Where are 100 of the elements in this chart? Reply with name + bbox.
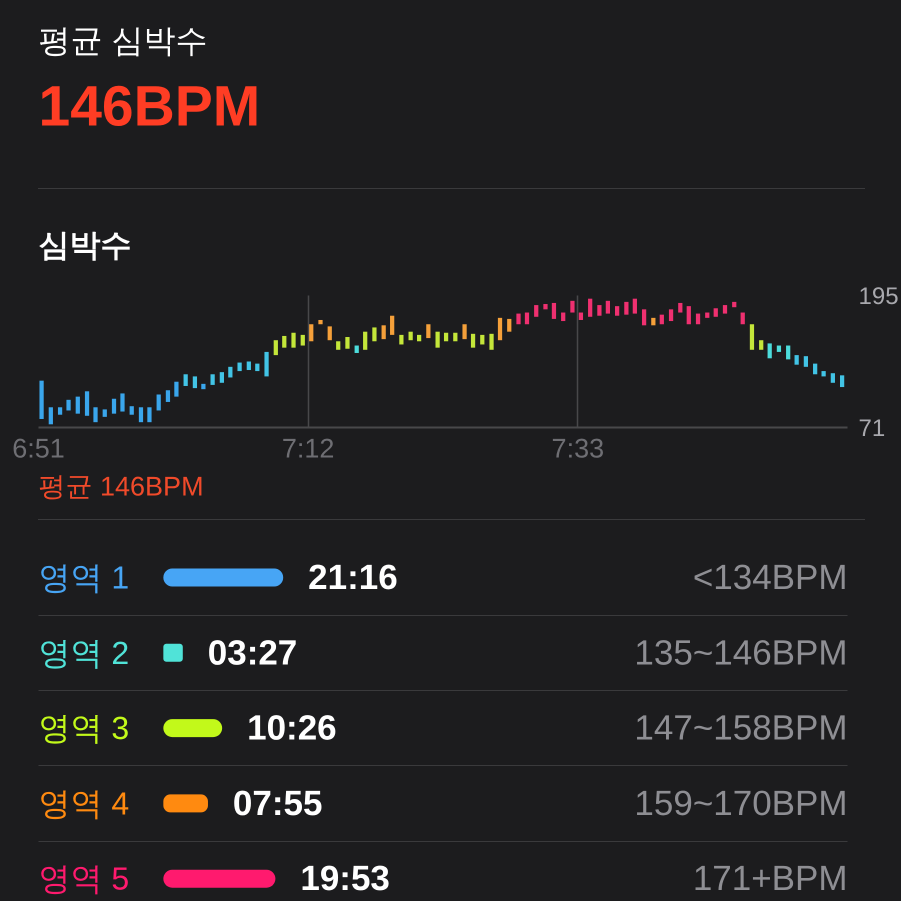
bar <box>552 302 556 319</box>
bar <box>416 334 422 342</box>
bar <box>363 332 368 350</box>
text: 135~146BPM <box>634 633 848 672</box>
y-tick-label: 영역 5 <box>38 860 130 897</box>
bar <box>282 336 286 348</box>
bar <box>382 325 386 340</box>
bar <box>166 390 170 402</box>
text: 평균 146BPM <box>38 472 204 502</box>
bar <box>759 340 764 350</box>
bar <box>480 334 484 344</box>
bar <box>228 366 232 378</box>
bar <box>470 334 476 348</box>
bar <box>163 568 284 586</box>
bar <box>732 302 736 308</box>
bar <box>163 644 183 662</box>
bar <box>147 407 152 422</box>
bar <box>48 407 53 424</box>
bar <box>776 346 782 352</box>
bar <box>300 334 305 346</box>
y-tick-label: 71 <box>858 415 886 442</box>
bar <box>705 312 710 318</box>
bar <box>615 306 620 316</box>
bar <box>794 355 799 365</box>
bar <box>534 305 538 317</box>
bar <box>722 305 728 314</box>
data-label: 10:26 <box>247 708 337 748</box>
bar <box>606 300 610 314</box>
bar <box>255 364 260 372</box>
bar <box>588 298 592 317</box>
bar <box>453 332 458 342</box>
y-tick-label: 195 <box>858 283 899 310</box>
data-label: 03:27 <box>208 633 298 672</box>
bar <box>138 407 144 422</box>
bar <box>84 391 90 416</box>
bar <box>516 314 521 324</box>
bar <box>543 304 548 310</box>
bar <box>408 332 413 340</box>
bar <box>444 332 448 342</box>
bar <box>435 332 440 348</box>
bar <box>830 373 835 383</box>
data-label: 21:16 <box>308 558 398 597</box>
data-label: 07:55 <box>232 784 322 823</box>
bar <box>578 312 584 320</box>
bar <box>328 326 332 340</box>
x-tick-label: 7:33 <box>552 434 604 464</box>
bar <box>192 376 198 388</box>
text: 147~158BPM <box>634 708 848 748</box>
bar <box>210 374 215 385</box>
bar <box>220 372 224 383</box>
bar <box>696 314 700 324</box>
bar <box>642 309 646 326</box>
bar <box>163 719 222 738</box>
bar <box>336 341 340 350</box>
bar <box>714 308 718 317</box>
bar <box>372 327 377 342</box>
bar <box>345 337 350 349</box>
bar <box>274 340 278 356</box>
bar <box>561 312 566 322</box>
bar <box>632 298 637 314</box>
chart-title: 심박수 <box>38 228 132 262</box>
bar <box>686 306 691 324</box>
y-tick-label: 영역 4 <box>38 785 130 822</box>
bar <box>570 300 575 313</box>
bar <box>120 393 125 412</box>
bar <box>390 316 394 335</box>
text: 평균 심박수 <box>38 22 208 58</box>
bar <box>163 794 208 812</box>
bar <box>524 312 530 324</box>
y-tick-label: 영역 2 <box>38 634 130 671</box>
bar <box>507 318 512 332</box>
bar <box>678 302 682 313</box>
data-label: 19:53 <box>300 859 390 898</box>
bar <box>426 324 430 338</box>
bar <box>786 346 790 360</box>
bar <box>624 302 628 315</box>
bar <box>399 334 404 344</box>
bar <box>246 362 251 370</box>
bar <box>813 364 818 374</box>
bar <box>651 318 656 326</box>
bar <box>660 314 664 324</box>
bar <box>597 305 602 316</box>
bar <box>354 346 359 353</box>
bar <box>112 398 116 414</box>
bar <box>130 406 134 415</box>
bar <box>498 318 502 340</box>
bar <box>489 334 494 350</box>
bar <box>174 382 179 397</box>
y-tick-label: 영역 1 <box>38 560 130 596</box>
bar <box>750 324 754 350</box>
bar <box>264 352 269 376</box>
x-tick-label: 7:12 <box>282 434 334 464</box>
bar <box>291 332 296 348</box>
text: 146BPM <box>38 74 260 138</box>
bar <box>668 309 674 322</box>
bar <box>309 324 314 342</box>
bar <box>156 394 161 410</box>
bar <box>768 343 772 358</box>
bar <box>76 396 80 414</box>
text: 159~170BPM <box>634 784 848 823</box>
